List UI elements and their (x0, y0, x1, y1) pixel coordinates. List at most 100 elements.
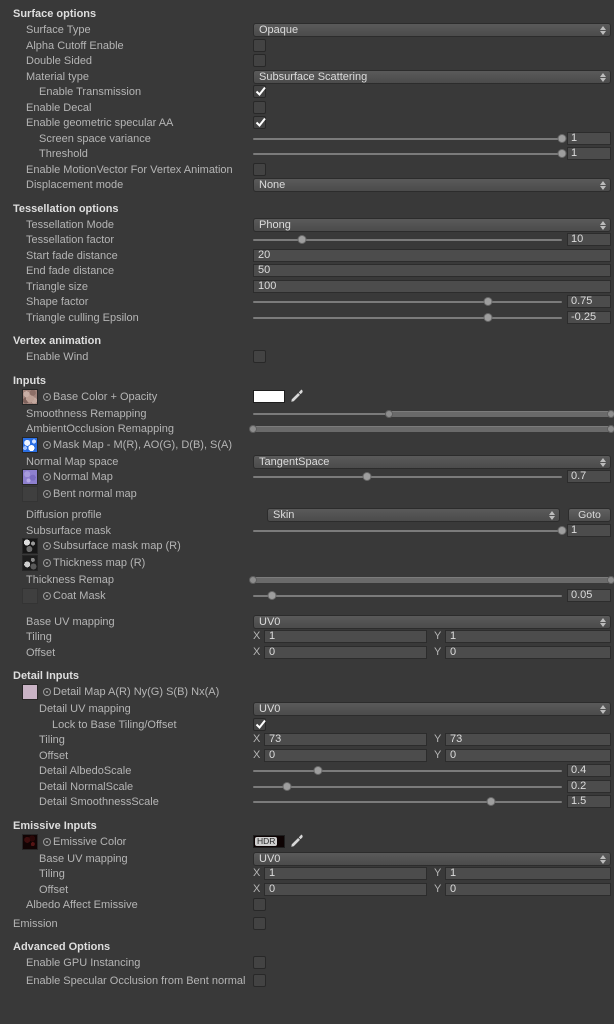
end-fade-distance-input[interactable]: 50 (253, 264, 611, 277)
triangle-size-input[interactable]: 100 (253, 279, 611, 293)
offset-y-input[interactable]: 0 (445, 645, 611, 659)
base-uv-mapping-dropdown[interactable]: UV0 (253, 851, 611, 866)
offset-x-input[interactable]: 0 (264, 748, 427, 762)
subsurface-mask-slider[interactable] (253, 525, 567, 535)
threshold-slider[interactable] (253, 149, 567, 158)
normal-map-slider[interactable] (253, 472, 562, 481)
object-picker-icon[interactable] (43, 542, 51, 550)
coat-mask-thumbnail[interactable] (22, 587, 38, 604)
start-fade-distance-input[interactable]: 20 (253, 248, 611, 262)
screen-space-variance-value-input[interactable]: 1 (567, 131, 611, 145)
object-picker-icon[interactable] (43, 392, 51, 401)
shape-factor-slider-handle[interactable] (483, 297, 493, 306)
object-picker-icon[interactable] (43, 490, 51, 498)
base-uv-mapping-dropdown[interactable]: UV0 (253, 614, 611, 629)
detail-smoothnessscale-slider-handle[interactable] (486, 797, 496, 806)
shape-factor-value-input[interactable]: 0.75 (567, 295, 611, 308)
enable-specular-occlusion-from-bent-normal-checkbox[interactable] (253, 973, 266, 987)
triangle-culling-epsilon-slider-handle[interactable] (483, 312, 493, 322)
eyedropper-icon[interactable] (290, 389, 304, 403)
emissive-color-color-swatch[interactable]: HDR (253, 834, 285, 848)
detail-normalscale-value-input[interactable]: 0.2 (567, 779, 611, 793)
thickness-remap-range-slider[interactable] (249, 576, 614, 584)
tiling-x-input[interactable]: 73 (264, 733, 427, 746)
coat-mask-value-input[interactable]: 0.05 (567, 588, 611, 602)
tessellation-mode-dropdown[interactable]: Phong (253, 217, 611, 232)
smoothness-remapping-range-max-handle[interactable] (607, 409, 614, 418)
tiling-x-input[interactable]: 1 (264, 630, 427, 643)
diffusion-profile-goto-button[interactable]: Goto (568, 508, 611, 522)
tiling-y-input[interactable]: 73 (445, 733, 611, 746)
surface-type-dropdown[interactable]: Opaque (253, 23, 611, 37)
offset-y-input[interactable]: 0 (445, 748, 611, 762)
albedo-affect-emissive-checkbox[interactable] (253, 898, 266, 911)
smoothness-remapping-range-bar[interactable] (389, 410, 611, 417)
base-color-opacity-thumbnail[interactable] (22, 388, 38, 405)
tessellation-factor-slider[interactable] (253, 235, 562, 244)
normal-map-slider-handle[interactable] (362, 472, 372, 481)
threshold-value-input[interactable]: 1 (567, 147, 611, 160)
offset-y-input[interactable]: 0 (445, 882, 611, 896)
detail-albedoscale-slider-handle[interactable] (313, 766, 323, 775)
detail-normalscale-slider[interactable] (253, 781, 562, 791)
diffusion-profile-dropdown[interactable]: Skin (267, 508, 560, 522)
detail-map-a-r-ny-g-s-b-nx-a-thumbnail[interactable] (22, 684, 38, 700)
subsurface-mask-map-r-thumbnail[interactable] (22, 538, 38, 554)
screen-space-variance-slider[interactable] (253, 133, 567, 143)
tessellation-factor-slider-handle[interactable] (297, 235, 307, 244)
normal-map-thumbnail[interactable] (22, 469, 38, 485)
enable-decal-checkbox[interactable] (253, 100, 266, 114)
object-picker-icon[interactable] (43, 688, 51, 696)
enable-wind-checkbox[interactable] (253, 350, 266, 363)
enable-geometric-specular-aa-checkbox[interactable] (253, 116, 266, 129)
ambientocclusion-remapping-range-min-handle[interactable] (249, 425, 257, 433)
object-picker-icon[interactable] (43, 559, 51, 567)
enable-transmission-checkbox[interactable] (253, 85, 266, 98)
tiling-y-input[interactable]: 1 (445, 867, 611, 880)
emissive-color-thumbnail[interactable] (22, 833, 38, 850)
ambientocclusion-remapping-range-max-handle[interactable] (607, 425, 614, 433)
object-picker-icon[interactable] (43, 591, 51, 600)
detail-uv-mapping-dropdown[interactable]: UV0 (253, 702, 611, 716)
smoothness-remapping-range-slider[interactable] (253, 409, 614, 418)
tessellation-factor-value-input[interactable]: 10 (567, 233, 611, 246)
object-picker-icon[interactable] (43, 837, 51, 846)
subsurface-mask-value-input[interactable]: 1 (567, 523, 611, 537)
thickness-remap-range-min-handle[interactable] (249, 576, 257, 584)
enable-motionvector-for-vertex-animation-checkbox[interactable] (253, 162, 266, 176)
detail-albedoscale-slider[interactable] (253, 766, 562, 775)
ambientocclusion-remapping-range-slider[interactable] (249, 425, 614, 433)
material-type-dropdown[interactable]: Subsurface Scattering (253, 69, 611, 84)
offset-x-input[interactable]: 0 (264, 645, 427, 659)
subsurface-mask-slider-handle[interactable] (557, 525, 567, 535)
ambientocclusion-remapping-range-bar[interactable] (253, 426, 611, 432)
thickness-remap-range-bar[interactable] (253, 577, 611, 583)
threshold-slider-handle[interactable] (557, 149, 567, 158)
displacement-mode-dropdown[interactable]: None (253, 178, 611, 192)
triangle-culling-epsilon-value-input[interactable]: -0.25 (567, 310, 611, 324)
eyedropper-icon[interactable] (290, 834, 304, 848)
detail-normalscale-slider-handle[interactable] (282, 781, 292, 791)
coat-mask-slider-handle[interactable] (267, 590, 277, 600)
normal-map-space-dropdown[interactable]: TangentSpace (253, 454, 611, 469)
offset-x-input[interactable]: 0 (264, 882, 427, 896)
base-color-opacity-color-swatch[interactable] (253, 389, 285, 403)
triangle-culling-epsilon-slider[interactable] (253, 312, 562, 322)
emission-checkbox[interactable] (253, 916, 266, 930)
tiling-x-input[interactable]: 1 (264, 867, 427, 880)
tiling-y-input[interactable]: 1 (445, 630, 611, 643)
detail-albedoscale-value-input[interactable]: 0.4 (567, 764, 611, 777)
object-picker-icon[interactable] (43, 473, 51, 481)
object-picker-icon[interactable] (43, 440, 51, 449)
detail-smoothnessscale-slider[interactable] (253, 797, 562, 806)
detail-smoothnessscale-value-input[interactable]: 1.5 (567, 795, 611, 808)
bent-normal-map-thumbnail[interactable] (22, 486, 38, 502)
normal-map-value-input[interactable]: 0.7 (567, 470, 611, 483)
thickness-map-r-thumbnail[interactable] (22, 555, 38, 571)
mask-map-m-r-ao-g-d-b-s-a-thumbnail[interactable] (22, 436, 38, 453)
alpha-cutoff-enable-checkbox[interactable] (253, 38, 266, 52)
coat-mask-slider[interactable] (253, 590, 562, 600)
double-sided-checkbox[interactable] (253, 54, 266, 67)
enable-gpu-instancing-checkbox[interactable] (253, 956, 266, 969)
screen-space-variance-slider-handle[interactable] (557, 133, 567, 143)
